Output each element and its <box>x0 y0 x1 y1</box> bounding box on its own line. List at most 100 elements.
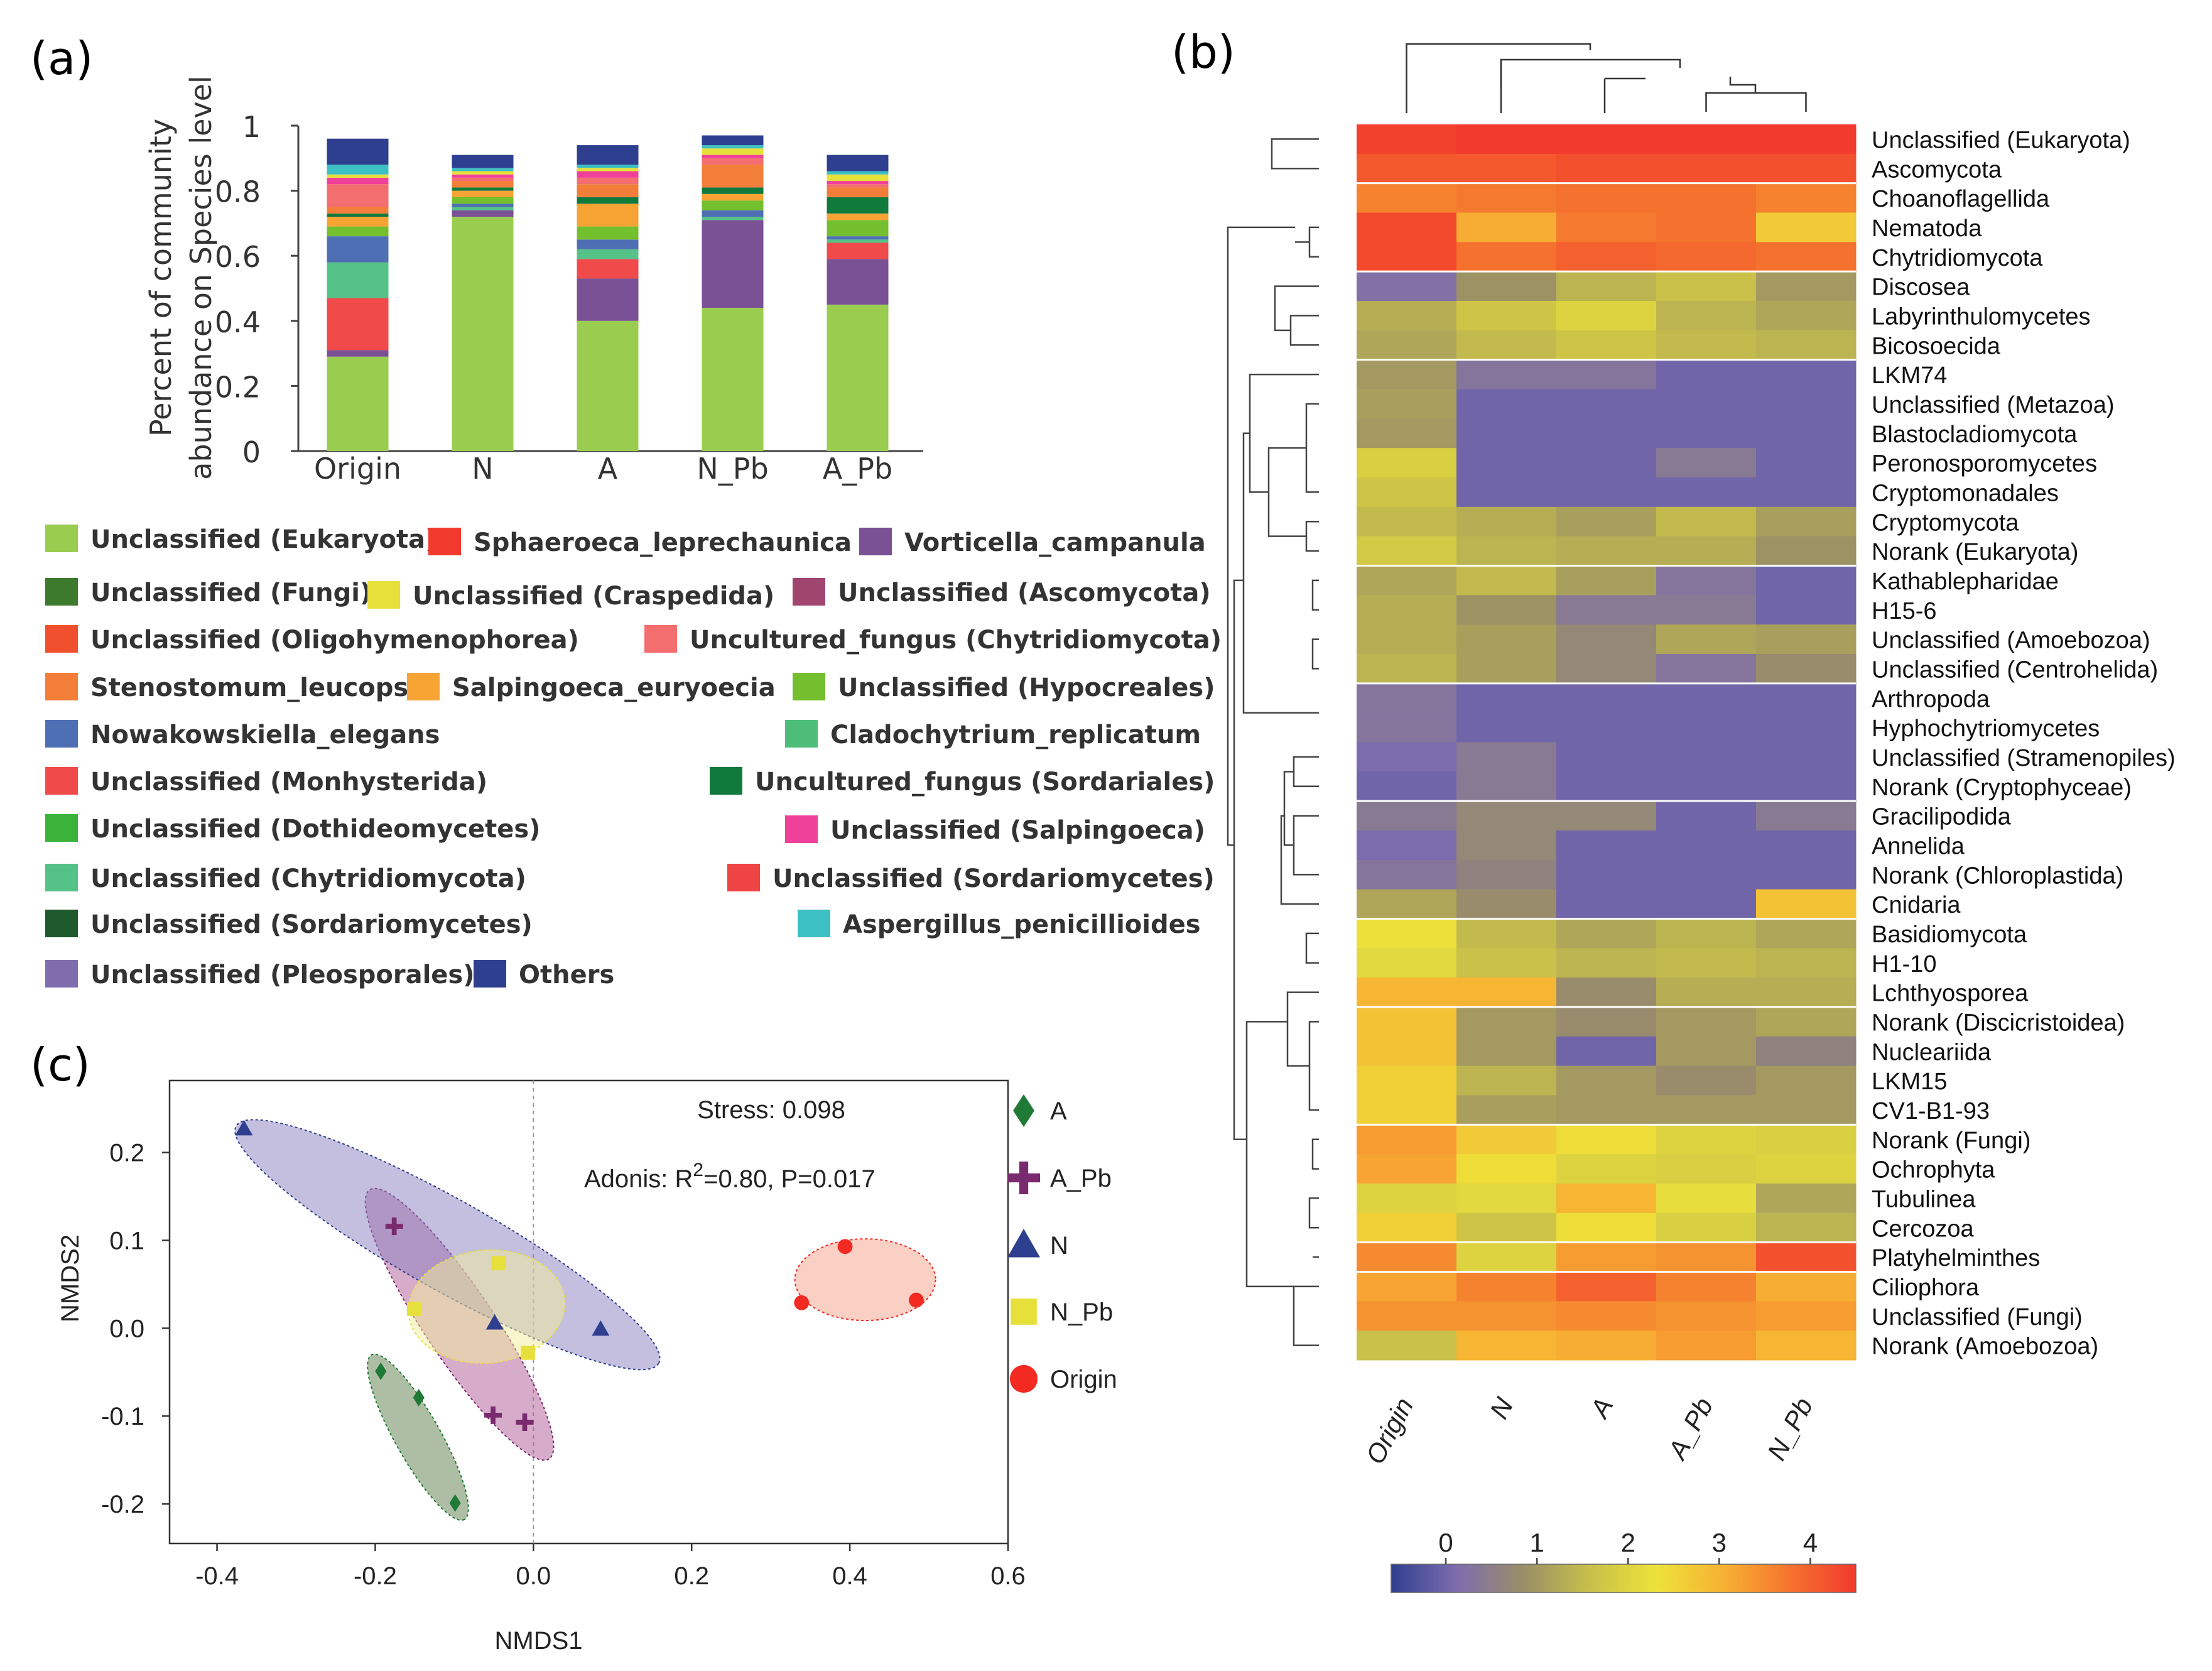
column-label-a: A <box>1583 1393 1618 1423</box>
heatmap-cell-nucleariida-n <box>1456 1036 1557 1067</box>
adonis-text-pre: Adonis: R <box>584 1165 693 1193</box>
colorbar-tick-label: 3 <box>1712 1528 1727 1557</box>
heatmap-cell-annelida-a <box>1556 830 1657 861</box>
legend-label-unclassified-monhysterida: Unclassified (Monhysterida) <box>90 768 487 797</box>
heatmap-cell-cv1-b1-93-a <box>1556 1095 1657 1125</box>
y-tick-label: -0.1 <box>101 1403 144 1430</box>
heatmap-cell-h15-6-a-pb <box>1656 595 1757 625</box>
heatmap-cell-cryptomonadales-origin <box>1357 477 1457 508</box>
row-dendrogram-branch <box>1311 638 1319 670</box>
data-point-a <box>449 1494 461 1512</box>
row-label-lkm15: LKM15 <box>1872 1069 1947 1095</box>
heatmap-cell-chytridiomycota-n <box>1456 242 1557 272</box>
heatmap-cell-peronosporomycetes-a-pb <box>1656 448 1757 478</box>
legend-label-a-pb: A_Pb <box>1050 1165 1112 1192</box>
heatmap-cell-h15-6-n-pb <box>1756 595 1857 625</box>
column-dendrogram-branch <box>1406 43 1591 113</box>
data-point-origin <box>837 1239 853 1255</box>
row-label-ascomycota: Ascomycota <box>1872 156 2002 183</box>
heatmap-cell-nematoda-n-pb <box>1756 212 1857 242</box>
legend-swatch-unclassified-chytridiomycota <box>45 864 78 891</box>
legend-swatch-others <box>474 960 506 988</box>
bar-segment-origin-unclassified-salpingoeca <box>327 177 389 185</box>
heatmap-cell-nematoda-origin <box>1357 212 1457 242</box>
plot-frame <box>168 1079 1009 1545</box>
row-label-cnidaria: Cnidaria <box>1872 892 1961 918</box>
bar-segment-origin-unclassified-craspedida <box>327 174 389 178</box>
column-dendrogram-branch <box>1705 92 1807 112</box>
colorbar <box>1391 1564 1857 1593</box>
heatmap-cell-basidiomycota-n-pb <box>1756 918 1857 949</box>
legend-label-unclassified-craspedida: Unclassified (Craspedida) <box>413 582 774 611</box>
heatmap-cell-arthropoda-a <box>1556 683 1657 714</box>
legend-marker-a-pb <box>1007 1162 1040 1194</box>
legend-swatch-unclassified-monhysterida <box>45 767 78 795</box>
confidence-ellipse-a <box>367 1353 469 1521</box>
heatmap-cell-lkm15-a <box>1556 1065 1657 1096</box>
heatmap-cell-cv1-b1-93-origin <box>1357 1095 1457 1125</box>
heatmap-cell-ochrophyta-n-pb <box>1756 1154 1857 1184</box>
row-label-chytridiomycota: Chytridiomycota <box>1872 245 2043 271</box>
x-tick-label: -0.4 <box>195 1562 239 1590</box>
heatmap-cell-bicosoecida-a <box>1556 330 1657 361</box>
heatmap-cell-cercozoa-origin <box>1357 1212 1457 1243</box>
heatmap-cell-cercozoa-n-pb <box>1756 1212 1857 1243</box>
bar-segment-origin-uncultured-fungus-chytridiomycota <box>327 184 389 207</box>
legend-swatch-unclassified-eukaryota <box>45 525 78 552</box>
bar-segment-origin-uncultured-fungus-sordariales <box>327 213 389 217</box>
legend-swatch-aspergillus-penicillioides <box>798 910 830 937</box>
bar-segment-n-aspergillus-penicillioides <box>452 168 514 171</box>
row-label-unclassified-stramenopiles: Unclassified (Stramenopiles) <box>1872 745 2176 771</box>
heatmap-cell-cryptomonadales-n-pb <box>1756 477 1857 508</box>
colorbar-tick-label: 4 <box>1803 1528 1818 1557</box>
bar-segment-a-vorticella-campanula <box>577 278 639 321</box>
row-label-bicosoecida: Bicosoecida <box>1872 333 2001 359</box>
row-label-ciliophora: Ciliophora <box>1872 1275 1980 1301</box>
panel-b-label: (b) <box>1171 26 1235 79</box>
heatmap-cell-chytridiomycota-a-pb <box>1656 242 1757 272</box>
legend-label-unclassified-oligohymenophorea: Unclassified (Oligohymenophorea) <box>90 626 579 655</box>
heatmap-cell-lchthyosporea-origin <box>1357 977 1457 1008</box>
heatmap-cell-cv1-b1-93-n <box>1456 1095 1557 1125</box>
heatmap-cell-discosea-a <box>1556 271 1657 302</box>
row-label-lchthyosporea: Lchthyosporea <box>1872 981 2029 1007</box>
data-point-n-pb <box>491 1256 506 1271</box>
heatmap-cell-lchthyosporea-n-pb <box>1756 977 1857 1008</box>
heatmap-cell-discosea-a-pb <box>1656 271 1757 302</box>
heatmap-cell-nematoda-a-pb <box>1656 212 1757 242</box>
row-dendrogram-branch <box>1311 1138 1319 1170</box>
bar-segment-origin-unclassified-chytridiomycota <box>327 262 389 298</box>
bar-segment-origin-salpingoeca-euryoecia <box>327 217 389 227</box>
bar-segment-a-unclassified-chytridiomycota <box>577 249 639 259</box>
x-tick-label: 0.6 <box>990 1562 1026 1590</box>
heatmap-cell-annelida-origin <box>1357 830 1457 861</box>
bar-segment-a-unclassified-monhysterida <box>577 259 639 279</box>
legend-label-unclassified-hypocreales: Unclassified (Hypocreales) <box>838 673 1215 702</box>
heatmap-cell-h15-6-origin <box>1357 595 1457 625</box>
x-tick-label-a: A <box>598 452 618 486</box>
heatmap-cell-labyrinthulomycetes-a-pb <box>1656 301 1757 331</box>
heatmap-cell-norank-chloroplastida-a <box>1556 859 1657 890</box>
row-label-nucleariida: Nucleariida <box>1872 1039 1992 1065</box>
heatmap-cell-nucleariida-n-pb <box>1756 1036 1857 1067</box>
bar-segment-origin-aspergillus-penicillioides <box>327 165 389 175</box>
bar-segment-n-salpingoeca-euryoecia <box>452 190 514 197</box>
row-dendrogram-branch <box>1274 285 1319 332</box>
row-label-labyrinthulomycetes: Labyrinthulomycetes <box>1872 303 2091 330</box>
row-dendrogram-branch <box>1242 432 1319 714</box>
heatmap-cell-unclassified-amoebozoa-a <box>1556 624 1657 655</box>
bar-segment-n-pb-unclassified-salpingoeca <box>702 155 764 158</box>
heatmap-cell-lchthyosporea-n <box>1456 977 1557 1008</box>
heatmap-cell-choanoflagellida-n-pb <box>1756 183 1857 213</box>
heatmap-cell-gracilipodida-a <box>1556 801 1657 831</box>
row-dendrogram-branch <box>1305 403 1319 493</box>
legend-label-salpingoeca-euryoecia: Salpingoeca_euryoecia <box>452 673 776 702</box>
heatmap-cell-unclassified-stramenopiles-n <box>1456 742 1557 772</box>
heatmap-cell-h1-10-n <box>1456 948 1557 978</box>
y-tick-label: 0.1 <box>109 1227 144 1255</box>
heatmap-cell-ascomycota-a <box>1556 153 1657 184</box>
heatmap-cell-tubulinea-a-pb <box>1656 1184 1757 1214</box>
heatmap-cell-unclassified-fungi-origin <box>1357 1301 1457 1331</box>
column-label-n: N <box>1484 1393 1519 1423</box>
heatmap-cell-ascomycota-origin <box>1357 153 1457 184</box>
